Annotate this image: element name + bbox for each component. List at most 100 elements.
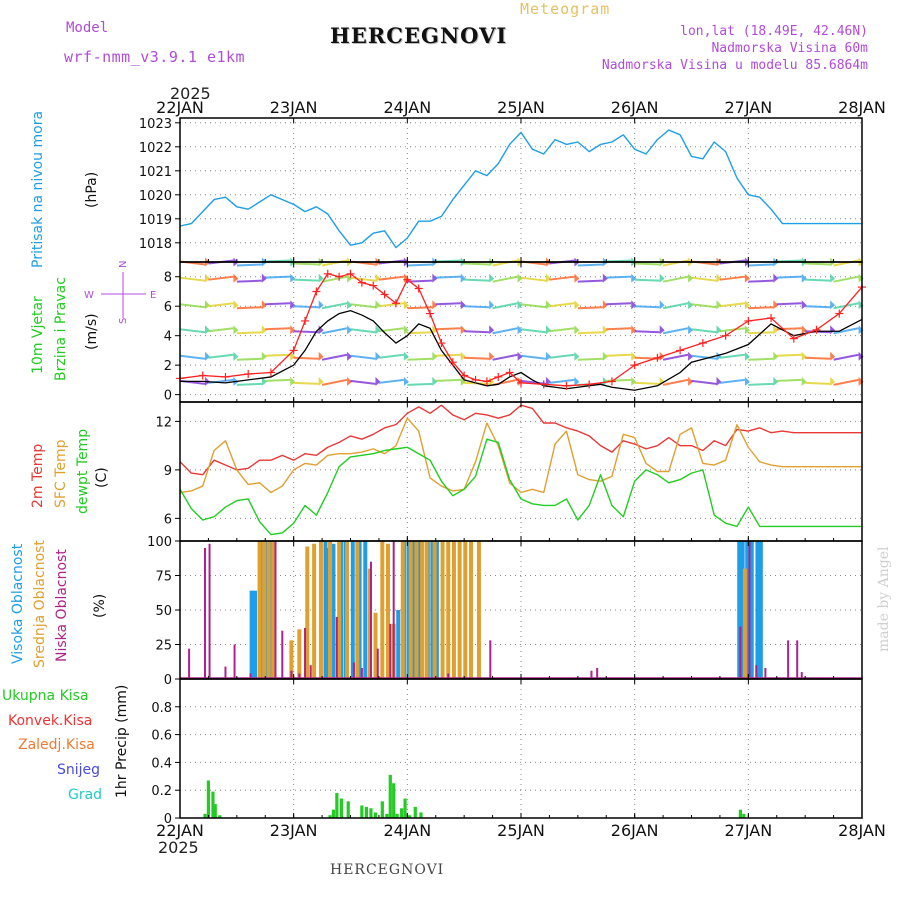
wind-arrow-head — [801, 351, 807, 361]
gust-marker — [744, 316, 753, 325]
wind-arrow-head — [574, 273, 580, 283]
wind-arrow-head — [744, 273, 750, 283]
wind-arrow-head — [659, 300, 665, 310]
wind-arrow-head — [716, 300, 722, 310]
wind-arrow — [719, 353, 746, 359]
legend-zaledj-kisa: Zaledj.Kisa — [18, 737, 95, 753]
product-label: Meteogram — [520, 0, 611, 18]
legend-ukupna-kisa: Ukupna Kisa — [2, 688, 89, 704]
wind-arrow-head — [801, 300, 807, 310]
gust-marker — [301, 316, 310, 325]
y-tick-label: 0 — [164, 389, 172, 404]
cloud-bar — [360, 667, 363, 678]
wind-arrow — [407, 263, 433, 267]
temperature-series-2 — [179, 438, 862, 536]
wind-arrow-head — [858, 273, 864, 283]
precip-bar — [419, 812, 423, 818]
cloud-ylabel-2: Srednja Oblacnost — [32, 540, 48, 668]
gust-marker — [607, 377, 616, 386]
wind-arrow-head — [403, 351, 409, 361]
cloud-bar — [318, 541, 323, 678]
wind-arrow-head — [347, 300, 353, 310]
x-tick-top-label: 22JAN — [156, 98, 204, 117]
wind-arrow — [719, 275, 746, 281]
wind-arrow — [208, 302, 234, 308]
gust-marker — [471, 375, 480, 384]
cloud-bar — [337, 541, 342, 678]
wind-arrow — [265, 327, 291, 331]
wind-arrow-head — [773, 351, 779, 361]
footer-station: HERCEGNOVI — [330, 862, 445, 878]
wind-arrow — [634, 262, 660, 266]
wind-arrow — [265, 275, 291, 279]
cloud-bar — [386, 543, 391, 678]
wind-arrow — [407, 306, 433, 310]
gust-marker — [403, 275, 412, 284]
wind-arrow — [833, 259, 859, 267]
x-tick-bottom-label: 28JAN — [838, 821, 886, 840]
wind-arrow — [833, 353, 859, 361]
cloud-bar — [414, 541, 419, 678]
pressure-frame — [179, 117, 863, 263]
wind-arrow — [662, 302, 689, 310]
wind-arrow-head — [602, 300, 608, 310]
cloud-bar — [800, 672, 803, 678]
wind-arrow — [805, 305, 831, 309]
y-tick-label: 6 — [164, 300, 172, 315]
wind-arrow — [520, 303, 547, 309]
cloud-bar — [266, 541, 271, 678]
wind-arrow — [236, 306, 262, 310]
wind-ylabel-2: Brzina i Pravac — [53, 277, 69, 381]
compass-n: N — [118, 261, 129, 268]
wind-arrow-head — [347, 376, 353, 386]
wind-arrow-head — [403, 376, 409, 386]
wind-arrow — [833, 327, 859, 335]
precip-bar — [400, 808, 404, 818]
x-tick-bottom-label: 22JAN — [156, 821, 204, 840]
wind-arrow — [719, 302, 746, 308]
wind-arrow — [577, 306, 603, 310]
wind-arrow-head — [602, 351, 608, 361]
legend-grad: Grad — [68, 787, 102, 803]
wind-arrow — [236, 263, 262, 267]
wind-arrow — [606, 353, 632, 357]
wind-arrow-head — [858, 300, 864, 310]
wind-arrow — [833, 378, 859, 386]
wind-arrow — [378, 378, 405, 384]
x-tick-bottom-label: 25JAN — [497, 821, 545, 840]
wind-arrow — [577, 331, 603, 335]
temp-unit: (C) — [94, 467, 110, 488]
wind-arrow — [179, 276, 206, 282]
cloud-bar — [304, 627, 307, 678]
wind-arrow-head — [432, 325, 438, 335]
cloud-bar — [737, 541, 742, 678]
wind-arrow — [435, 302, 461, 306]
wind-arrow-head — [830, 273, 836, 283]
y-tick-label: 0.4 — [151, 756, 172, 771]
cloud-bar — [350, 541, 355, 678]
precip-bar — [742, 813, 746, 818]
wind-arrow-head — [546, 325, 552, 335]
wind-arrow — [293, 305, 319, 309]
temp-ylabel-2: SFC Temp — [53, 439, 69, 508]
gust-marker — [494, 372, 503, 381]
wind-arrow — [236, 382, 262, 386]
wind-arrow — [293, 330, 319, 334]
x-tick-bottom-label: 23JAN — [270, 821, 318, 840]
wind-arrow — [321, 327, 348, 335]
wind-arrow-head — [318, 376, 324, 386]
cloud-bar — [224, 666, 227, 678]
wind-arrow — [407, 331, 433, 335]
precip-bar — [392, 783, 396, 818]
wind-arrow — [805, 278, 831, 282]
cloud-bar — [323, 541, 328, 678]
precip-ylabel: 1hr Precip (mm) — [114, 685, 130, 798]
cloud-bar — [259, 541, 264, 678]
cloud-bar — [742, 568, 747, 678]
wind-arrow — [464, 278, 490, 282]
wind-arrow-head — [517, 273, 523, 283]
wind-arrow — [833, 275, 859, 283]
cloud-bar — [328, 541, 333, 678]
wind-unit: (m/s) — [84, 313, 100, 350]
x-tick-top-label: 27JAN — [724, 98, 772, 117]
